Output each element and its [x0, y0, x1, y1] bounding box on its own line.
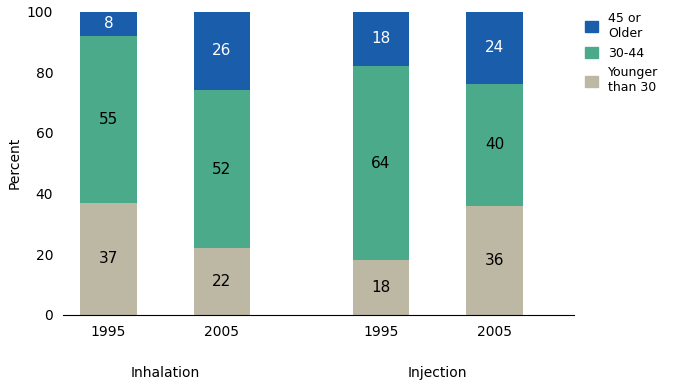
Text: 36: 36 — [485, 253, 504, 268]
Text: 18: 18 — [371, 31, 391, 46]
Bar — [80, 203, 136, 315]
Text: 52: 52 — [212, 162, 232, 177]
Legend: 45 or
Older, 30-44, Younger
than 30: 45 or Older, 30-44, Younger than 30 — [585, 12, 658, 94]
Text: 18: 18 — [371, 280, 391, 295]
Bar — [353, 260, 410, 315]
Bar — [80, 36, 136, 203]
Bar — [466, 84, 523, 206]
Y-axis label: Percent: Percent — [7, 137, 21, 189]
Text: 22: 22 — [212, 274, 232, 289]
Bar — [194, 90, 251, 248]
Bar — [466, 12, 523, 84]
Bar — [194, 248, 251, 315]
Bar — [80, 12, 136, 36]
Text: 26: 26 — [212, 43, 232, 58]
Bar — [353, 12, 410, 66]
Bar — [353, 66, 410, 260]
Text: 55: 55 — [99, 112, 118, 127]
Text: Injection: Injection — [408, 366, 468, 381]
Text: 24: 24 — [485, 40, 504, 55]
Bar — [194, 12, 251, 90]
Text: 64: 64 — [371, 156, 391, 171]
Text: Inhalation: Inhalation — [131, 366, 200, 381]
Text: 8: 8 — [104, 16, 113, 31]
Text: 40: 40 — [485, 137, 504, 152]
Bar — [466, 206, 523, 315]
Text: 37: 37 — [99, 251, 118, 266]
